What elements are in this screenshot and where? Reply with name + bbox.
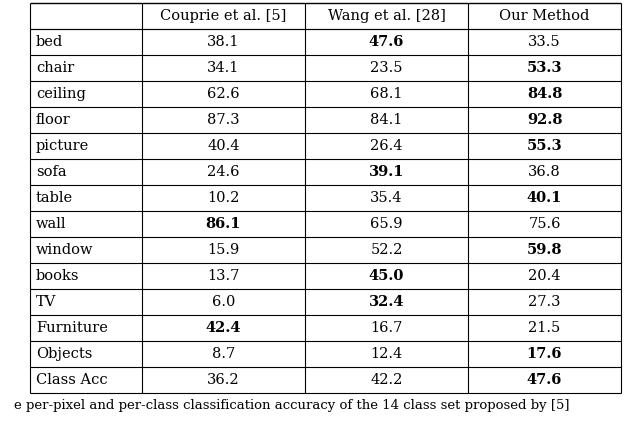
Text: 8.7: 8.7	[212, 347, 235, 361]
Text: 32.4: 32.4	[369, 295, 404, 309]
Text: 59.8: 59.8	[527, 243, 563, 257]
Text: Objects: Objects	[36, 347, 92, 361]
Text: 6.0: 6.0	[212, 295, 235, 309]
Text: Our Method: Our Method	[499, 9, 589, 23]
Text: window: window	[36, 243, 93, 257]
Text: 36.8: 36.8	[528, 165, 561, 179]
Text: 62.6: 62.6	[207, 87, 240, 101]
Text: 36.2: 36.2	[207, 373, 240, 387]
Text: 86.1: 86.1	[205, 217, 241, 231]
Text: 10.2: 10.2	[207, 191, 240, 205]
Text: picture: picture	[36, 139, 89, 153]
Text: 20.4: 20.4	[528, 269, 561, 283]
Text: floor: floor	[36, 113, 71, 127]
Text: bed: bed	[36, 35, 63, 49]
Text: 47.6: 47.6	[369, 35, 404, 49]
Text: table: table	[36, 191, 73, 205]
Text: sofa: sofa	[36, 165, 67, 179]
Text: e per-pixel and per-class classification accuracy of the 14 class set proposed b: e per-pixel and per-class classification…	[14, 399, 570, 413]
Text: Furniture: Furniture	[36, 321, 108, 335]
Text: 35.4: 35.4	[371, 191, 403, 205]
Text: 53.3: 53.3	[527, 61, 563, 75]
Text: 40.1: 40.1	[527, 191, 562, 205]
Text: 52.2: 52.2	[371, 243, 403, 257]
Text: 12.4: 12.4	[371, 347, 403, 361]
Text: 24.6: 24.6	[207, 165, 240, 179]
Text: 68.1: 68.1	[371, 87, 403, 101]
Text: 33.5: 33.5	[528, 35, 561, 49]
Text: 38.1: 38.1	[207, 35, 240, 49]
Text: chair: chair	[36, 61, 74, 75]
Text: 27.3: 27.3	[528, 295, 561, 309]
Text: Class Acc: Class Acc	[36, 373, 108, 387]
Text: 40.4: 40.4	[207, 139, 240, 153]
Text: 55.3: 55.3	[527, 139, 563, 153]
Text: books: books	[36, 269, 79, 283]
Text: Wang et al. [28]: Wang et al. [28]	[328, 9, 445, 23]
Text: 65.9: 65.9	[371, 217, 403, 231]
Text: 15.9: 15.9	[207, 243, 239, 257]
Text: 87.3: 87.3	[207, 113, 240, 127]
Text: 23.5: 23.5	[371, 61, 403, 75]
Text: 21.5: 21.5	[529, 321, 561, 335]
Text: 84.8: 84.8	[527, 87, 562, 101]
Text: 16.7: 16.7	[371, 321, 403, 335]
Text: TV: TV	[36, 295, 56, 309]
Text: 34.1: 34.1	[207, 61, 240, 75]
Text: 17.6: 17.6	[527, 347, 563, 361]
Text: 42.2: 42.2	[371, 373, 403, 387]
Text: 39.1: 39.1	[369, 165, 404, 179]
Text: 45.0: 45.0	[369, 269, 404, 283]
Text: ceiling: ceiling	[36, 87, 86, 101]
Text: 47.6: 47.6	[527, 373, 562, 387]
Text: Couprie et al. [5]: Couprie et al. [5]	[160, 9, 287, 23]
Text: 84.1: 84.1	[371, 113, 403, 127]
Text: 26.4: 26.4	[371, 139, 403, 153]
Text: 92.8: 92.8	[527, 113, 563, 127]
Text: 75.6: 75.6	[528, 217, 561, 231]
Text: wall: wall	[36, 217, 67, 231]
Text: 42.4: 42.4	[205, 321, 241, 335]
Text: 13.7: 13.7	[207, 269, 240, 283]
